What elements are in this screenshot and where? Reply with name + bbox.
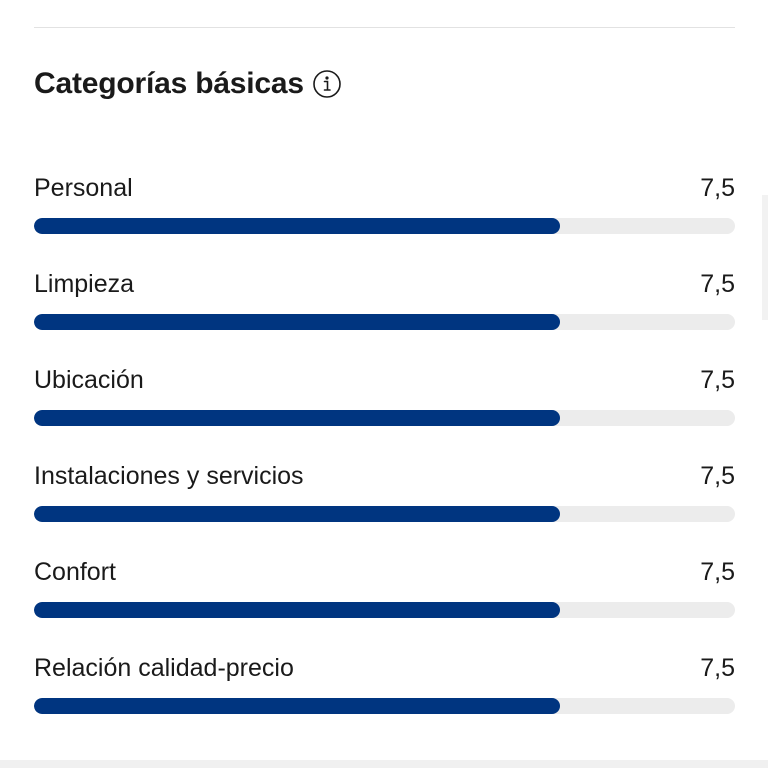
category-score: 7,5 xyxy=(700,270,735,298)
category-score: 7,5 xyxy=(700,366,735,394)
category-score: 7,5 xyxy=(700,558,735,586)
category-row: Limpieza 7,5 xyxy=(34,266,735,362)
category-row: Instalaciones y servicios 7,5 xyxy=(34,458,735,554)
info-icon[interactable] xyxy=(312,69,342,99)
category-score: 7,5 xyxy=(700,462,735,490)
score-bar-fill xyxy=(34,314,560,330)
score-bar-fill xyxy=(34,410,560,426)
score-bar-fill xyxy=(34,602,560,618)
category-label: Instalaciones y servicios xyxy=(34,462,304,490)
category-label: Personal xyxy=(34,174,133,202)
category-row: Ubicación 7,5 xyxy=(34,362,735,458)
score-bar-track xyxy=(34,314,735,330)
category-label: Ubicación xyxy=(34,366,144,394)
score-bar-fill xyxy=(34,218,560,234)
score-bar-fill xyxy=(34,698,560,714)
section-header: Categorías básicas xyxy=(34,64,342,104)
score-bar-track xyxy=(34,410,735,426)
category-score: 7,5 xyxy=(700,654,735,682)
score-bar-track xyxy=(34,218,735,234)
category-label: Confort xyxy=(34,558,116,586)
score-bar-fill xyxy=(34,506,560,522)
bottom-divider xyxy=(0,760,768,768)
category-row: Personal 7,5 xyxy=(34,170,735,266)
scrollbar-thumb[interactable] xyxy=(762,195,768,320)
score-bar-track xyxy=(34,506,735,522)
category-label: Limpieza xyxy=(34,270,135,298)
section-title: Categorías básicas xyxy=(34,67,304,100)
category-score: 7,5 xyxy=(700,174,735,202)
score-bar-track xyxy=(34,698,735,714)
score-bar-track xyxy=(34,602,735,618)
category-label: Relación calidad-precio xyxy=(34,654,294,682)
category-row: Confort 7,5 xyxy=(34,554,735,650)
categories-list: Personal 7,5 Limpieza 7,5 Ubicación 7,5 … xyxy=(34,170,735,746)
category-row: Relación calidad-precio 7,5 xyxy=(34,650,735,746)
top-divider xyxy=(34,27,735,28)
